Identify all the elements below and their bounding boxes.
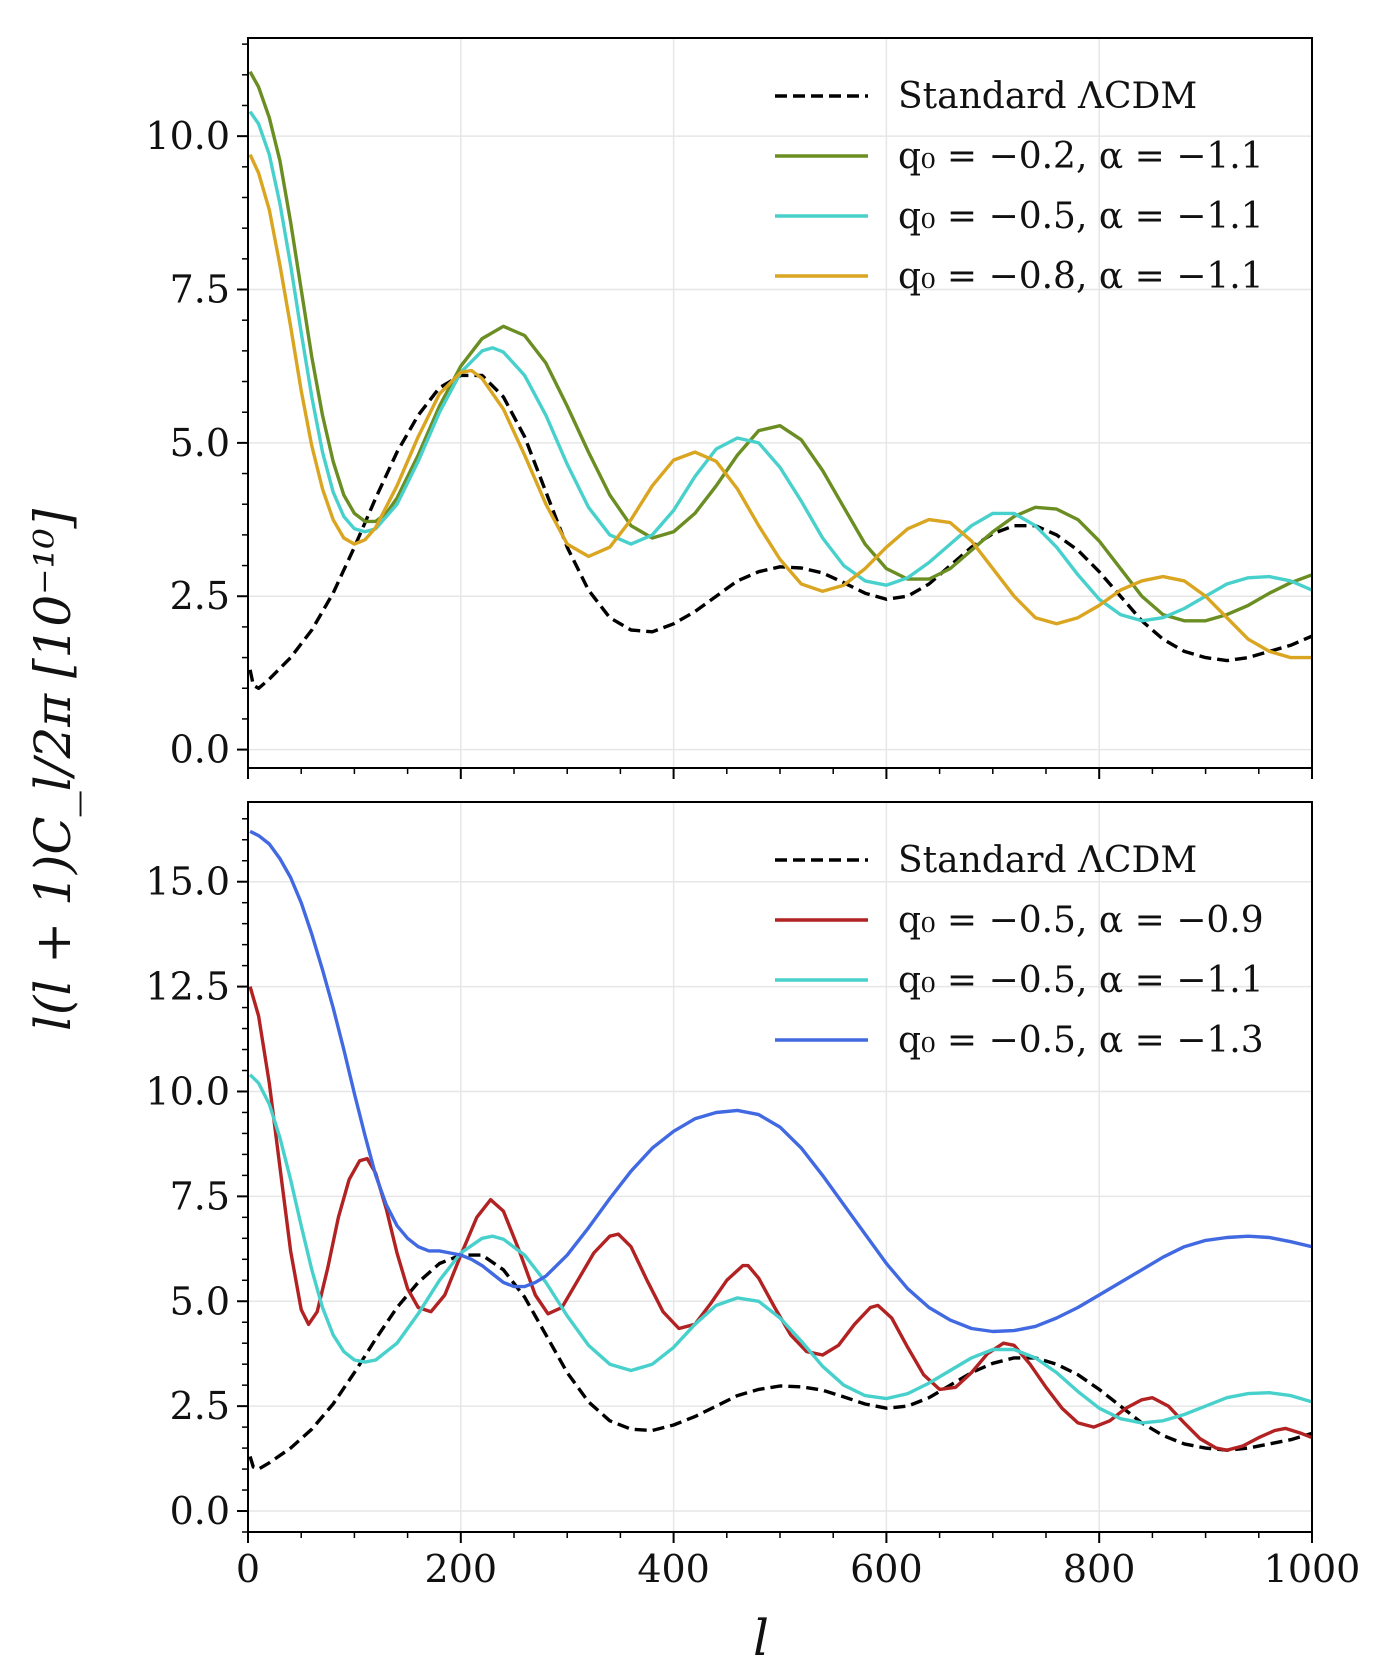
series-line-1	[248, 373, 1312, 690]
x-tick-label: 800	[1063, 1547, 1136, 1591]
legend-label-1: Standard ΛCDM	[898, 840, 1197, 881]
x-tick-label: 1000	[1264, 1547, 1361, 1591]
y-tick-label: 12.5	[145, 965, 230, 1009]
y-tick-label: 7.5	[170, 268, 230, 312]
legend-label-4: q₀ = −0.5, α = −1.3	[898, 1020, 1264, 1061]
y-tick-label: 0.0	[170, 1489, 230, 1533]
y-tick-label: 15.0	[145, 860, 230, 904]
x-tick-label: 600	[850, 1547, 923, 1591]
y-axis-title: l(l + 1)C_l/2π [10⁻¹⁰]	[24, 508, 82, 1031]
legend-label-1: Standard ΛCDM	[898, 76, 1197, 117]
y-tick-label: 5.0	[170, 1279, 230, 1323]
y-tick-label: 7.5	[170, 1174, 230, 1218]
series-line-3	[248, 110, 1312, 623]
x-tick-label: 200	[425, 1547, 498, 1591]
series-line-4	[249, 829, 1312, 1334]
y-tick-label: 2.5	[170, 1384, 230, 1428]
x-tick-label: 0	[236, 1547, 260, 1591]
y-tick-label: 10.0	[145, 1069, 230, 1113]
legend-label-4: q₀ = −0.8, α = −1.1	[898, 256, 1264, 297]
y-tick-label: 2.5	[170, 574, 230, 618]
x-axis-title: l	[753, 1609, 769, 1667]
x-tick-label: 400	[637, 1547, 710, 1591]
panel-2: 0.0 2.5 5.0 7.5 10.0 12.5 15.0 0 200 400 600 800 100…	[145, 801, 1361, 1591]
series-line-4	[248, 153, 1312, 660]
legend-label-3: q₀ = −0.5, α = −1.1	[898, 196, 1264, 237]
legend-label-2: q₀ = −0.5, α = −0.9	[898, 900, 1264, 941]
series-line-3	[248, 1073, 1312, 1425]
y-tick-label: 5.0	[170, 421, 230, 465]
legend-label-3: q₀ = −0.5, α = −1.1	[898, 960, 1264, 1001]
series-line-1	[248, 1253, 1312, 1471]
series-line-2	[248, 70, 1312, 623]
y-tick-label: 10.0	[145, 114, 230, 158]
legend-label-2: q₀ = −0.2, α = −1.1	[898, 136, 1264, 177]
y-tick-label: 0.0	[170, 728, 230, 772]
panel-1: 0.0 2.5 5.0 7.5 10.0 Standard ΛCDM q₀ = −0.2, …	[145, 37, 1313, 779]
